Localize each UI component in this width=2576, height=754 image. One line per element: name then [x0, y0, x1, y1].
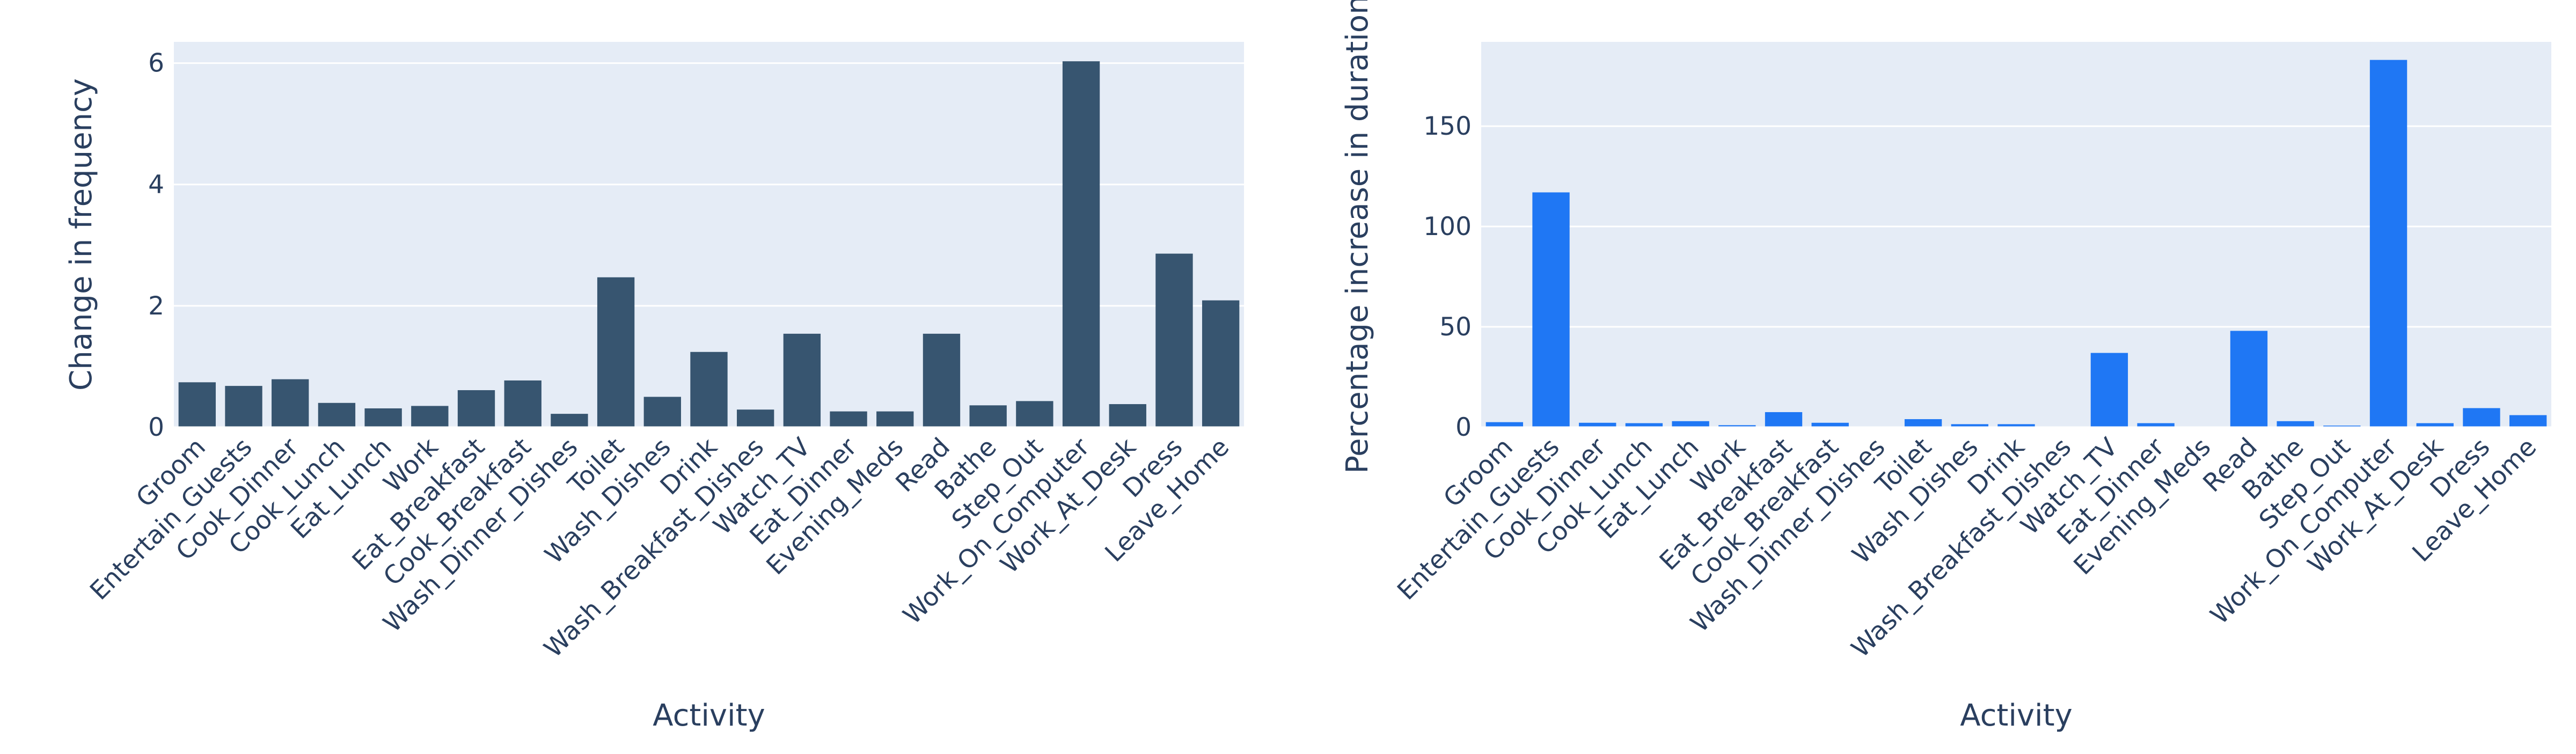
bar-Eat_Lunch: [1672, 421, 1709, 427]
bar-Watch_TV: [783, 333, 821, 427]
y-tick-label: 0: [1455, 413, 1472, 442]
bar-Watch_TV: [2090, 353, 2128, 427]
bar-Eat_Lunch: [364, 408, 402, 427]
bar-Toilet: [597, 277, 635, 427]
bar-Cook_Dinner: [272, 379, 309, 427]
y-tick-label: 150: [1423, 112, 1472, 141]
y-tick-label: 0: [148, 413, 164, 442]
bar-Work_At_Desk: [2416, 423, 2454, 427]
bar-Work: [1718, 425, 1756, 427]
y-axis-title: Percentage increase in duration: [1340, 0, 1375, 474]
y-tick-label: 100: [1423, 212, 1472, 241]
bar-Bathe: [969, 405, 1007, 427]
bar-Cook_Lunch: [318, 402, 356, 427]
bar-Work_On_Computer: [2369, 60, 2407, 427]
bar-Work_At_Desk: [1109, 404, 1146, 427]
bar-Wash_Dishes: [1951, 424, 1988, 427]
bar-Eat_Dinner: [830, 411, 867, 427]
bar-Eat_Breakfast: [1765, 412, 1803, 427]
bar-Wash_Dinner_Dishes: [551, 414, 588, 427]
bar-Work_On_Computer: [1062, 61, 1100, 427]
bar-Cook_Breakfast: [504, 380, 541, 427]
bar-Entertain_Guests: [1532, 192, 1570, 427]
bar-Drink: [690, 352, 728, 427]
bar-Evening_Meds: [876, 411, 914, 427]
x-axis-title: Activity: [1960, 698, 2072, 733]
y-axis-title: Change in frequency: [64, 78, 99, 391]
bar-Work: [411, 406, 449, 427]
bar-Toilet: [1904, 419, 1942, 427]
y-tick-label: 4: [148, 170, 164, 200]
bar-Cook_Dinner: [1579, 422, 1616, 427]
chart-panel-2: 050100150GroomEntertain_GuestsCook_Dinne…: [1340, 0, 2551, 733]
y-tick-label: 2: [148, 291, 164, 321]
bar-Leave_Home: [1202, 300, 1240, 427]
bar-Cook_Breakfast: [1811, 422, 1849, 427]
bar-Groom: [178, 382, 216, 427]
bar-Leave_Home: [2509, 415, 2547, 427]
x-axis-title: Activity: [653, 698, 765, 733]
bar-Read: [923, 333, 961, 427]
bar-Step_Out: [1016, 401, 1053, 427]
bar-Dress: [1155, 253, 1193, 427]
bar-Groom: [1485, 422, 1524, 427]
bar-Dress: [2463, 408, 2500, 427]
y-tick-label: 50: [1439, 312, 1472, 342]
chart-panel-1: 0246GroomEntertain_GuestsCook_DinnerCook…: [64, 42, 1244, 733]
bar-Eat_Dinner: [2137, 423, 2175, 427]
bar-Read: [2230, 331, 2268, 427]
bar-Eat_Breakfast: [457, 390, 495, 427]
bar-Entertain_Guests: [225, 386, 262, 427]
y-tick-label: 6: [148, 49, 164, 78]
bar-Wash_Breakfast_Dishes: [737, 409, 774, 427]
bar-Cook_Lunch: [1625, 423, 1663, 427]
bar-Wash_Dishes: [643, 397, 681, 427]
bar-Bathe: [2277, 421, 2314, 427]
bar-Drink: [1997, 424, 2035, 427]
